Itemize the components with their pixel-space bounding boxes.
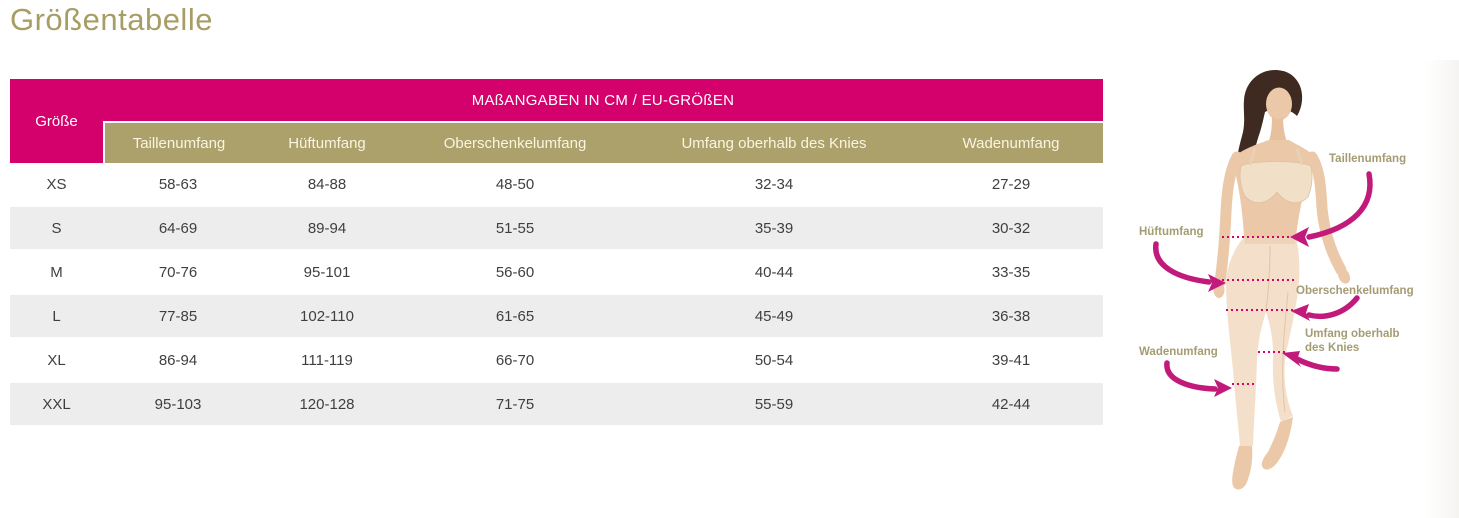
size-table-head: Größe MAßANGABEN IN CM / EU-GRÖßEN Taill…: [10, 79, 1104, 163]
measurement-cell: 111-119: [253, 339, 401, 383]
size-guide-figure: Taillenumfang Hüftumfang Oberschenkelumf…: [1129, 60, 1459, 518]
measurement-cell: 58-63: [103, 163, 253, 207]
taillenumfang-arrowhead: [1290, 227, 1309, 247]
back-foot: [1261, 417, 1293, 470]
measurement-cell: 70-76: [103, 251, 253, 295]
wadenumfang-arrowhead: [1214, 379, 1232, 397]
measurement-cell: 86-94: [103, 339, 253, 383]
measurement-cell: 55-59: [629, 383, 919, 427]
bra-strap-left: [1248, 147, 1257, 166]
measurement-cell: 64-69: [103, 207, 253, 251]
table-row: S 64-69 89-94 51-55 35-39 30-32: [10, 207, 1104, 251]
measurement-cell: 71-75: [401, 383, 629, 427]
figure-label-umfang-oberhalb-des-knies: Umfang oberhalb des Knies: [1305, 328, 1400, 355]
size-table: Größe MAßANGABEN IN CM / EU-GRÖßEN Taill…: [10, 79, 1104, 427]
column-header-taillenumfang: Taillenumfang: [103, 121, 253, 163]
size-label-cell: XS: [10, 163, 103, 207]
corner-header-groesse: Größe: [10, 79, 103, 163]
measurement-cell: 95-103: [103, 383, 253, 427]
face: [1266, 87, 1292, 121]
oberschenkelumfang-arrow: [1306, 295, 1360, 320]
leggings-waistband: [1244, 237, 1296, 244]
measurement-cell: 95-101: [253, 251, 401, 295]
size-label-cell: XL: [10, 339, 103, 383]
measurement-cell: 48-50: [401, 163, 629, 207]
hueftumfang-arrow: [1153, 241, 1212, 285]
measurement-cell: 36-38: [919, 295, 1104, 339]
neck: [1268, 115, 1288, 144]
measurement-cell: 89-94: [253, 207, 401, 251]
right-hand: [1337, 268, 1351, 284]
measurement-cell: 39-41: [919, 339, 1104, 383]
wadenumfang-arrow: [1164, 360, 1218, 392]
table-row: L 77-85 102-110 61-65 45-49 36-38: [10, 295, 1104, 339]
measurement-cell: 42-44: [919, 383, 1104, 427]
figure-label-wadenumfang: Wadenumfang: [1139, 346, 1218, 358]
figure-label-hueftumfang: Hüftumfang: [1139, 226, 1204, 238]
measurement-cell: 45-49: [629, 295, 919, 339]
measurement-cell: 56-60: [401, 251, 629, 295]
column-header-hueftumfang: Hüftumfang: [253, 121, 401, 163]
measurement-cell: 66-70: [401, 339, 629, 383]
measurement-cell: 40-44: [629, 251, 919, 295]
page-title: Größentabelle: [10, 2, 213, 37]
table-row: XXL 95-103 120-128 71-75 55-59 42-44: [10, 383, 1104, 427]
measurement-cell: 51-55: [401, 207, 629, 251]
figure-label-oberschenkelumfang: Oberschenkelumfang: [1296, 285, 1414, 297]
right-arm: [1306, 151, 1347, 276]
measurement-cell: 27-29: [919, 163, 1104, 207]
figure-label-taillenumfang: Taillenumfang: [1329, 153, 1407, 165]
size-label-cell: L: [10, 295, 103, 339]
column-header-oberschenkelumfang: Oberschenkelumfang: [401, 121, 629, 163]
measurement-cell: 77-85: [103, 295, 253, 339]
bra-strap-right: [1295, 147, 1304, 166]
column-header-wadenumfang: Wadenumfang: [919, 121, 1104, 163]
compression-leggings: [1226, 237, 1300, 446]
table-row: M 70-76 95-101 56-60 40-44 33-35: [10, 251, 1104, 295]
size-table-body: XS 58-63 84-88 48-50 32-34 27-29 S 64-69 89-94 51…: [10, 163, 1104, 427]
size-label-cell: M: [10, 251, 103, 295]
front-foot: [1232, 446, 1253, 490]
measurement-cell: 50-54: [629, 339, 919, 383]
measurement-cell: 35-39: [629, 207, 919, 251]
table-row: XL 86-94 111-119 66-70 50-54 39-41: [10, 339, 1104, 383]
woman-measurement-illustration: [1153, 70, 1373, 490]
left-arm: [1214, 151, 1243, 288]
table-caption: MAßANGABEN IN CM / EU-GRÖßEN: [103, 79, 1104, 121]
measurement-cell: 33-35: [919, 251, 1104, 295]
measurement-cell: 32-34: [629, 163, 919, 207]
measurement-cell: 84-88: [253, 163, 401, 207]
measurement-cell: 30-32: [919, 207, 1104, 251]
above-knee-arrowhead: [1282, 351, 1301, 367]
leggings-seam-center: [1265, 245, 1271, 311]
table-row: XS 58-63 84-88 48-50 32-34 27-29: [10, 163, 1104, 207]
size-label-cell: S: [10, 207, 103, 251]
taillenumfang-arrow: [1306, 171, 1373, 240]
column-header-umfang-oberhalb-des-knies: Umfang oberhalb des Knies: [629, 121, 919, 163]
size-label-cell: XXL: [10, 383, 103, 427]
measurement-cell: 120-128: [253, 383, 401, 427]
oberschenkelumfang-arrowhead: [1291, 304, 1310, 321]
hueftumfang-arrowhead: [1208, 274, 1226, 292]
above-knee-arrow: [1294, 356, 1340, 372]
measurement-cell: 61-65: [401, 295, 629, 339]
measurement-cell: 102-110: [253, 295, 401, 339]
